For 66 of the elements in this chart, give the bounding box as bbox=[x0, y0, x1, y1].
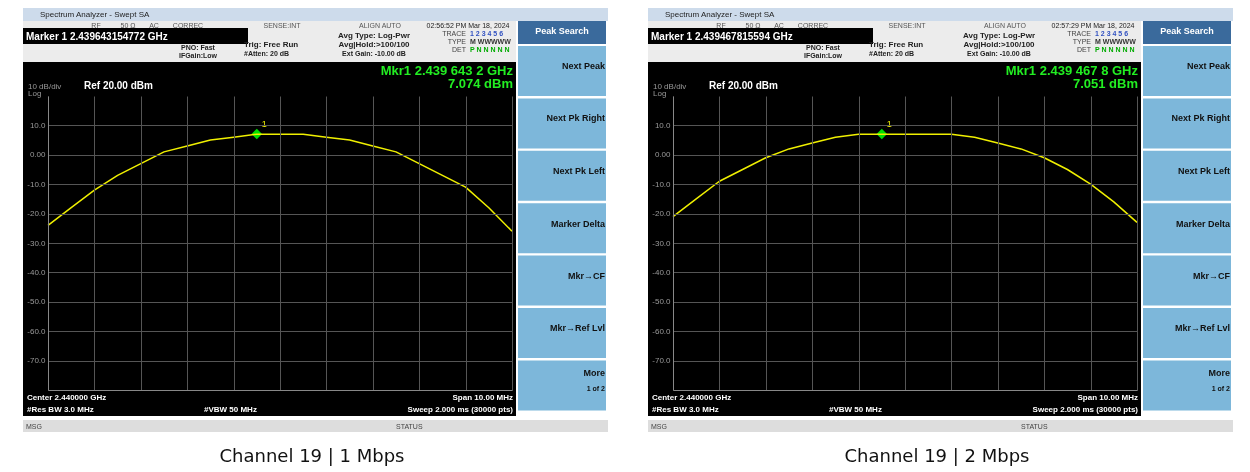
y-tick-label: 10.0 bbox=[654, 120, 672, 130]
text: #Res BW 3.0 MHz bbox=[27, 405, 94, 414]
y-tick-label: -30.0 bbox=[652, 238, 672, 248]
text: Peak Search bbox=[535, 26, 589, 36]
text: Log bbox=[28, 89, 42, 98]
text: Next Peak bbox=[561, 61, 606, 71]
text: Mkr→Ref Lvl bbox=[549, 323, 605, 333]
text: Avg|Hold:>100/100 bbox=[963, 40, 1036, 49]
text: Channel 19 | 1 Mbps bbox=[219, 445, 405, 466]
text: Avg|Hold:>100/100 bbox=[338, 40, 411, 49]
y-tick-label: -10.0 bbox=[652, 179, 672, 189]
y-tick-label: 0.00 bbox=[29, 150, 47, 160]
text: Ref 20.00 dBm bbox=[84, 80, 154, 91]
text: Mkr→CF bbox=[567, 271, 606, 281]
text: Next Pk Right bbox=[546, 113, 605, 123]
text: Center 2.440000 GHz bbox=[27, 393, 107, 402]
text: Mkr→Ref Lvl bbox=[1174, 323, 1230, 333]
text: Center 2.440000 GHz bbox=[652, 393, 732, 402]
y-tick-label: -40.0 bbox=[652, 267, 672, 277]
text: Marker Delta bbox=[550, 219, 606, 229]
text: Marker Delta bbox=[1175, 219, 1231, 229]
y-tick-label: -10.0 bbox=[27, 179, 47, 189]
text: Spectrum Analyzer - Swept SA bbox=[665, 10, 776, 19]
y-tick-label: -40.0 bbox=[27, 267, 47, 277]
text: 10 dB/div bbox=[28, 82, 62, 91]
text: More bbox=[583, 368, 605, 378]
text: Channel 19 | 2 Mbps bbox=[844, 445, 1030, 466]
text: #VBW 50 MHz bbox=[829, 405, 882, 414]
text: 10 dB/div bbox=[653, 82, 687, 91]
text: 7.074 dBm bbox=[447, 76, 513, 91]
text: Span 10.00 MHz bbox=[452, 393, 513, 402]
text: Mkr1 2.439 643 2 GHz bbox=[380, 63, 514, 78]
text: Trig: Free Run bbox=[244, 40, 299, 49]
text: Sweep 2.000 ms (30000 pts) bbox=[407, 405, 514, 414]
y-tick-label: 0.00 bbox=[654, 150, 672, 160]
y-tick-label: -50.0 bbox=[27, 297, 47, 307]
text: Ref 20.00 dBm bbox=[709, 80, 779, 91]
text: Next Pk Right bbox=[1171, 113, 1230, 123]
y-tick-label: -20.0 bbox=[652, 209, 672, 219]
text: Peak Search bbox=[1160, 26, 1214, 36]
text: #VBW 50 MHz bbox=[204, 405, 257, 414]
text: Marker 1 2.439643154772 GHz bbox=[26, 31, 168, 42]
text: #Res BW 3.0 MHz bbox=[652, 405, 719, 414]
text: Avg Type: Log-Pwr bbox=[338, 31, 410, 40]
text: Mkr1 2.439 467 8 GHz bbox=[1005, 63, 1139, 78]
text: Avg Type: Log-Pwr bbox=[963, 31, 1035, 40]
y-tick-label: -30.0 bbox=[27, 238, 47, 248]
y-tick-label: -70.0 bbox=[27, 356, 47, 366]
y-tick-label: -60.0 bbox=[652, 326, 672, 336]
text: Next Peak bbox=[1186, 61, 1231, 71]
y-tick-label: -70.0 bbox=[652, 356, 672, 366]
y-tick-label: -20.0 bbox=[27, 209, 47, 219]
y-tick-label: -50.0 bbox=[652, 297, 672, 307]
text: More bbox=[1208, 368, 1230, 378]
text: 7.051 dBm bbox=[1072, 76, 1138, 91]
text: Log bbox=[653, 89, 667, 98]
text: Marker 1 2.439467815594 GHz bbox=[651, 31, 793, 42]
text: Mkr→CF bbox=[1192, 271, 1231, 281]
text: Span 10.00 MHz bbox=[1077, 393, 1138, 402]
text: Spectrum Analyzer - Swept SA bbox=[40, 10, 151, 19]
text: Sweep 2.000 ms (30000 pts) bbox=[1032, 405, 1139, 414]
y-tick-label: -60.0 bbox=[27, 326, 47, 336]
text: Next Pk Left bbox=[552, 166, 605, 176]
y-tick-label: 10.0 bbox=[29, 120, 47, 130]
text: Trig: Free Run bbox=[869, 40, 924, 49]
text: Next Pk Left bbox=[1177, 166, 1230, 176]
